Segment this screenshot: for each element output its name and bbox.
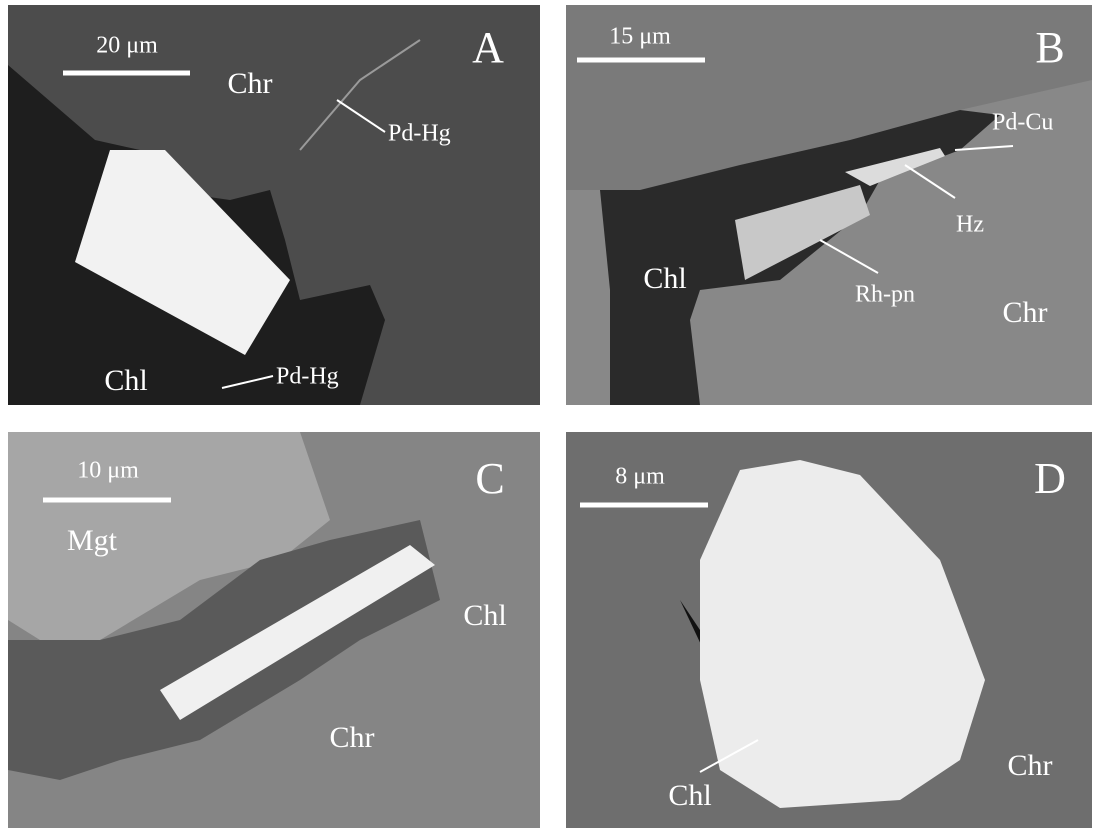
panel-d: 8 μm D Chl Chr (566, 432, 1092, 828)
mineral-label: Chl (104, 364, 147, 397)
scale-label: 8 μm (615, 464, 665, 490)
scale-label: 15 μm (609, 24, 671, 50)
mineral-label: Chr (228, 67, 273, 100)
mineral-label: Hz (956, 212, 984, 238)
mineral-label: Pd-Cu (992, 110, 1053, 136)
mineral-label: Pd-Hg (276, 364, 339, 390)
scale-label: 10 μm (77, 458, 139, 484)
panel-letter: D (1034, 454, 1066, 503)
mineral-label: Chr (1008, 749, 1053, 782)
mineral-label: Mgt (67, 524, 118, 557)
mineral-label: Chr (330, 721, 375, 754)
panel-a: 20 μm A Chr Pd-Hg Chl Pd-Hg (8, 5, 540, 405)
panel-letter: B (1035, 23, 1064, 72)
panel-letter: C (475, 454, 504, 503)
mineral-label: Chr (1003, 296, 1048, 329)
panel-c: 10 μm C Mgt Chl Chr (8, 432, 540, 828)
mineral-label: Chl (463, 599, 506, 632)
panel-b: 15 μm B Pd-Cu Hz Chl Rh-pn Chr (566, 5, 1092, 405)
scale-label: 20 μm (96, 33, 158, 59)
mineral-label: Chl (668, 779, 711, 812)
mineral-label: Chl (643, 262, 686, 295)
mineral-label: Rh-pn (855, 282, 915, 308)
panel-letter: A (472, 23, 504, 72)
mineral-label: Pd-Hg (388, 121, 451, 147)
